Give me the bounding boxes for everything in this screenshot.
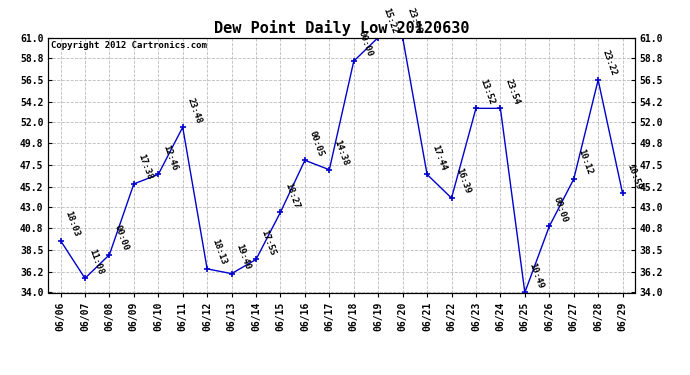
Text: 15:22: 15:22 <box>381 6 399 35</box>
Text: 23:48: 23:48 <box>406 6 423 35</box>
Text: 00:00: 00:00 <box>552 195 570 223</box>
Text: 10:12: 10:12 <box>576 148 594 176</box>
Text: 11:08: 11:08 <box>88 247 106 276</box>
Text: 23:54: 23:54 <box>503 77 521 105</box>
Text: 00:00: 00:00 <box>357 30 374 58</box>
Text: 13:52: 13:52 <box>479 77 496 105</box>
Text: 10:49: 10:49 <box>528 261 545 290</box>
Text: 16:39: 16:39 <box>454 167 472 195</box>
Text: 23:48: 23:48 <box>186 96 203 124</box>
Text: 18:03: 18:03 <box>63 210 81 238</box>
Text: Copyright 2012 Cartronics.com: Copyright 2012 Cartronics.com <box>51 41 207 50</box>
Text: 14:38: 14:38 <box>332 139 350 167</box>
Title: Dew Point Daily Low 20120630: Dew Point Daily Low 20120630 <box>214 20 469 36</box>
Text: 10:59: 10:59 <box>625 162 643 190</box>
Text: 12:46: 12:46 <box>161 143 179 172</box>
Text: 17:55: 17:55 <box>259 228 277 256</box>
Text: 17:44: 17:44 <box>430 143 448 172</box>
Text: 23:22: 23:22 <box>601 49 618 77</box>
Text: 19:40: 19:40 <box>235 243 252 271</box>
Text: 17:38: 17:38 <box>137 153 155 181</box>
Text: 18:27: 18:27 <box>283 181 301 210</box>
Text: 18:13: 18:13 <box>210 238 228 266</box>
Text: 00:05: 00:05 <box>308 129 325 158</box>
Text: 00:00: 00:00 <box>112 224 130 252</box>
